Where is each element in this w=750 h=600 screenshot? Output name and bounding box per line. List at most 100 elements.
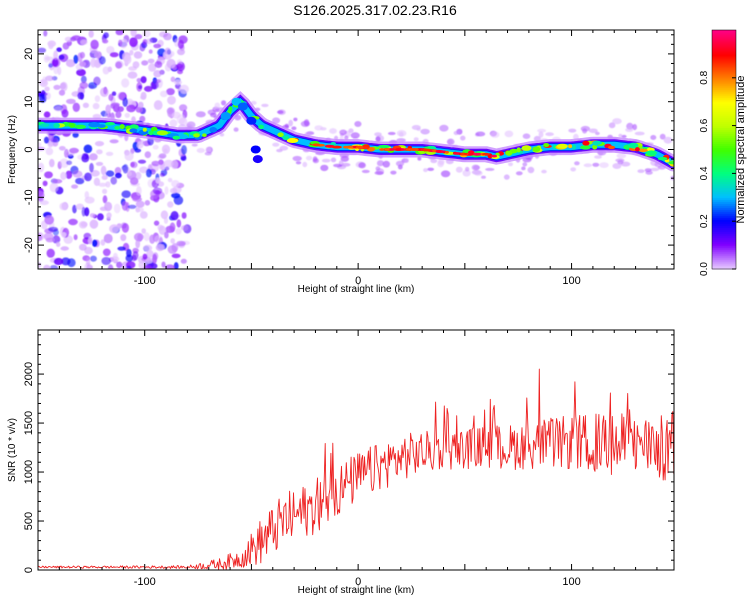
colorbar-step [712, 181, 736, 184]
noise-blob [634, 131, 645, 136]
noise-blob [142, 253, 148, 260]
x-tick-label: -100 [134, 275, 156, 287]
noise-blob [75, 203, 84, 210]
noise-blob [59, 158, 69, 168]
noise-blob [69, 147, 79, 154]
colorbar-step [712, 81, 736, 85]
noise-blob [115, 61, 123, 69]
noise-blob [43, 264, 51, 269]
noise-blob [302, 161, 308, 168]
colorbar-step [712, 47, 736, 51]
noise-blob [144, 200, 151, 206]
noise-blob [49, 182, 59, 193]
colorbar-step [712, 45, 736, 49]
noise-blob [580, 125, 591, 132]
y-tick-label: -20 [23, 237, 35, 253]
ridge-blob [557, 143, 568, 149]
colorbar-step [712, 129, 736, 133]
noise-blob [504, 130, 514, 138]
noise-blob [102, 66, 110, 75]
noise-blob [180, 155, 187, 161]
noise-blob [122, 164, 129, 174]
noise-blob [109, 52, 119, 58]
noise-blob [314, 125, 324, 131]
noise-blob [632, 124, 637, 131]
noise-blob [152, 144, 159, 150]
noise-blob [89, 162, 94, 173]
noise-blob [395, 160, 405, 167]
ridge-blob [68, 122, 76, 128]
ridge-blob [572, 144, 577, 150]
noise-blob [106, 212, 112, 219]
colorbar-step [712, 195, 736, 198]
noise-blob [447, 139, 453, 145]
y-tick-label: 1500 [23, 411, 35, 435]
noise-blob [102, 248, 111, 257]
noise-blob [115, 172, 122, 179]
colorbar-step [712, 213, 736, 216]
ridge-blob [645, 150, 658, 156]
colorbar-step [712, 243, 736, 246]
noise-blob [473, 170, 483, 176]
noise-blob [423, 168, 428, 173]
colorbar-step [712, 35, 736, 39]
colorbar-step [712, 97, 736, 101]
colorbar-step [712, 231, 736, 234]
ridge-blob [495, 152, 500, 156]
noise-blob [170, 238, 175, 244]
noise-blob [533, 135, 541, 142]
ridge-blob [119, 124, 125, 130]
noise-blob [80, 75, 87, 84]
colorbar-step [712, 111, 736, 115]
colorbar-step [712, 233, 736, 236]
noise-blob [133, 232, 144, 242]
noise-blob [522, 133, 531, 139]
colorbar-step [712, 261, 736, 264]
noise-blob [118, 39, 123, 47]
noise-blob [121, 78, 130, 88]
noise-blob [545, 132, 554, 137]
noise-blob [151, 160, 160, 167]
noise-blob [170, 187, 178, 194]
x-tick-label: 0 [355, 275, 361, 287]
colorbar-step [712, 179, 736, 182]
noise-blob [134, 34, 143, 40]
ridge-blob [521, 145, 532, 151]
colorbar-step [712, 125, 736, 129]
colorbar-step [712, 99, 736, 103]
noise-blob [663, 136, 673, 144]
noise-blob [163, 159, 174, 168]
colorbar-step [712, 191, 736, 194]
noise-blob [153, 43, 162, 49]
noise-blob [97, 182, 108, 187]
colorbar-step [712, 39, 736, 43]
noise-blob [382, 160, 390, 168]
colorbar-step [712, 89, 736, 93]
colorbar-step [712, 95, 736, 99]
noise-blob [358, 162, 366, 169]
noise-blob [522, 162, 528, 167]
noise-blob [86, 257, 91, 267]
noise-blob [180, 225, 188, 231]
noise-blob [101, 175, 108, 180]
noise-blob [132, 196, 143, 202]
noise-blob [53, 257, 64, 266]
noise-blob [121, 201, 129, 211]
noise-blob [387, 131, 396, 136]
noise-blob [321, 158, 331, 163]
colorbar-step [712, 217, 736, 220]
ridge-blob [582, 140, 590, 146]
ridge-blob [193, 133, 200, 138]
colorbar-step [712, 267, 736, 270]
colorbar-step [712, 127, 736, 131]
ridge-core [491, 154, 498, 158]
ridge-core [409, 148, 419, 151]
colorbar-step [712, 203, 736, 206]
ridge-blob [580, 145, 591, 150]
noise-blob [568, 128, 577, 133]
noise-blob [475, 131, 486, 137]
hump-blob [220, 112, 231, 120]
chart-title: S126.2025.317.02.23.R16 [293, 2, 457, 18]
ridge-core [379, 148, 385, 151]
noise-blob [616, 153, 627, 159]
